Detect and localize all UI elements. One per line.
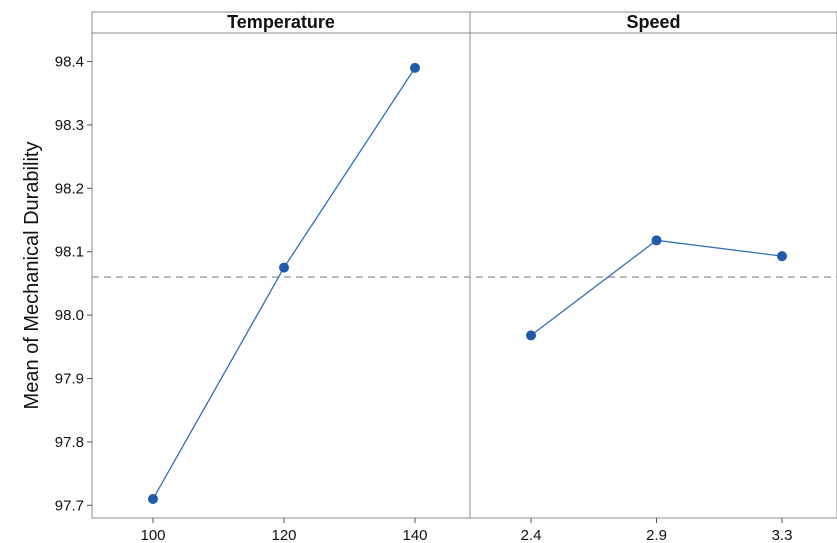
y-tick-label: 98.3 xyxy=(55,117,84,134)
x-tick-label: 2.4 xyxy=(521,527,542,543)
panel-title: Speed xyxy=(626,12,680,32)
y-tick-label: 98.0 xyxy=(55,307,84,324)
panel-title: Temperature xyxy=(227,12,335,32)
data-point xyxy=(279,262,289,273)
data-point xyxy=(777,251,787,262)
data-point xyxy=(410,62,420,73)
x-tick-label: 120 xyxy=(271,527,296,543)
panel-frame xyxy=(91,32,471,519)
y-tick-label: 98.4 xyxy=(55,54,84,71)
y-tick-label: 98.2 xyxy=(55,180,84,197)
y-tick-label: 97.8 xyxy=(55,434,84,451)
y-tick-label: 97.7 xyxy=(55,497,84,514)
series-line xyxy=(530,239,783,336)
x-tick-label: 140 xyxy=(402,527,427,543)
y-axis-title: Mean of Mechanical Durability xyxy=(21,142,43,410)
y-tick-label: 98.1 xyxy=(55,244,84,261)
y-tick-label: 97.9 xyxy=(55,371,84,388)
x-tick-label: 2.9 xyxy=(646,527,667,543)
data-point xyxy=(651,235,662,246)
panel-header xyxy=(469,11,837,34)
x-tick-label: 3.3 xyxy=(772,527,793,543)
series-line xyxy=(152,67,416,500)
data-point xyxy=(148,493,158,504)
data-point xyxy=(526,330,536,341)
panel-frame xyxy=(469,32,837,519)
x-tick-label: 100 xyxy=(140,527,165,543)
